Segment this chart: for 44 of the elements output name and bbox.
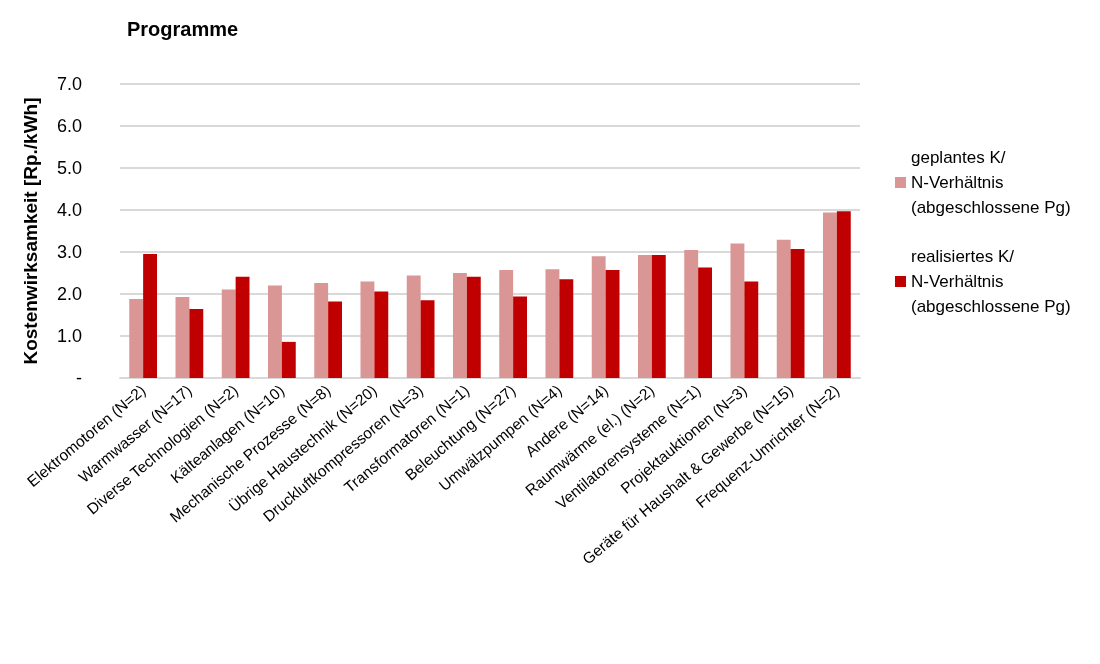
legend-label: geplantes K/N-Verhältnis (abgeschlossene Pg) (911, 148, 1071, 217)
y-tick-label: 3.0 (56, 242, 82, 262)
bar (651, 254, 666, 378)
bar (314, 283, 329, 378)
bar (221, 289, 236, 378)
bar (545, 269, 560, 378)
bar (790, 249, 805, 378)
bar (268, 285, 282, 378)
bar (129, 299, 144, 378)
bar (360, 281, 375, 378)
bar (776, 239, 791, 378)
bar (175, 296, 190, 378)
bar (730, 243, 745, 378)
bar (684, 249, 699, 378)
bar (374, 291, 389, 378)
bar (638, 254, 652, 378)
bar (453, 273, 467, 378)
bar (420, 300, 435, 378)
bar (744, 281, 759, 378)
bar (143, 254, 157, 378)
legend-label: realisiertes K/N-Verhältnis (abgeschlossene Pg) (911, 247, 1071, 316)
bar (235, 276, 250, 378)
bar (698, 267, 712, 378)
bar (836, 211, 851, 378)
bar (605, 270, 620, 378)
bar (513, 296, 527, 378)
y-tick-label: 1.0 (56, 326, 82, 346)
bar (499, 270, 514, 378)
chart-title: Programme (127, 18, 239, 40)
bar (328, 301, 342, 378)
bar (466, 276, 481, 378)
bar (189, 309, 204, 378)
y-tick-label: 6.0 (56, 116, 82, 136)
bar (406, 275, 421, 378)
y-tick-label: 2.0 (56, 284, 82, 304)
y-tick-label: 5.0 (56, 158, 82, 178)
y-axis-title: Kostenwirksamkeit [Rp./kWh] (20, 97, 41, 365)
bar (559, 279, 574, 378)
y-tick-label: - (76, 368, 82, 388)
bar (281, 341, 296, 378)
bar (823, 212, 837, 378)
bar (591, 256, 606, 378)
y-tick-label: 7.0 (56, 74, 82, 94)
y-tick-label: 4.0 (56, 200, 82, 220)
